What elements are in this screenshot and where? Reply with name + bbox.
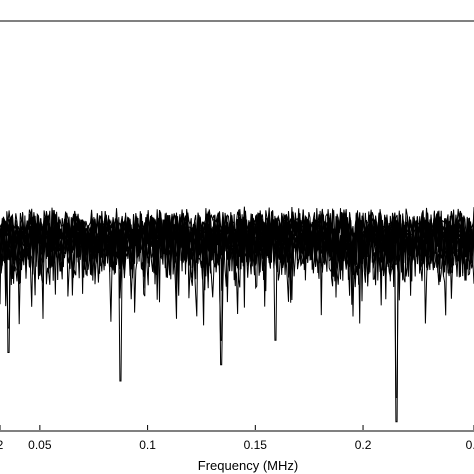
x-tick-label: 0.15 [244,438,268,452]
x-tick-label: 2 [0,438,4,452]
series-line [0,213,474,423]
x-axis-ticks: 0.05 0.1 0.15 0.2 2 0.2 [0,425,474,452]
x-axis-title: Frequency (MHz) [198,458,298,473]
x-tick-label: 0.2 [466,438,474,452]
x-tick-label: 0.1 [139,438,156,452]
plot-frame [0,20,474,432]
x-tick-label: 0.05 [28,438,52,452]
series-lines [0,206,474,423]
x-tick-label: 0.2 [355,438,372,452]
